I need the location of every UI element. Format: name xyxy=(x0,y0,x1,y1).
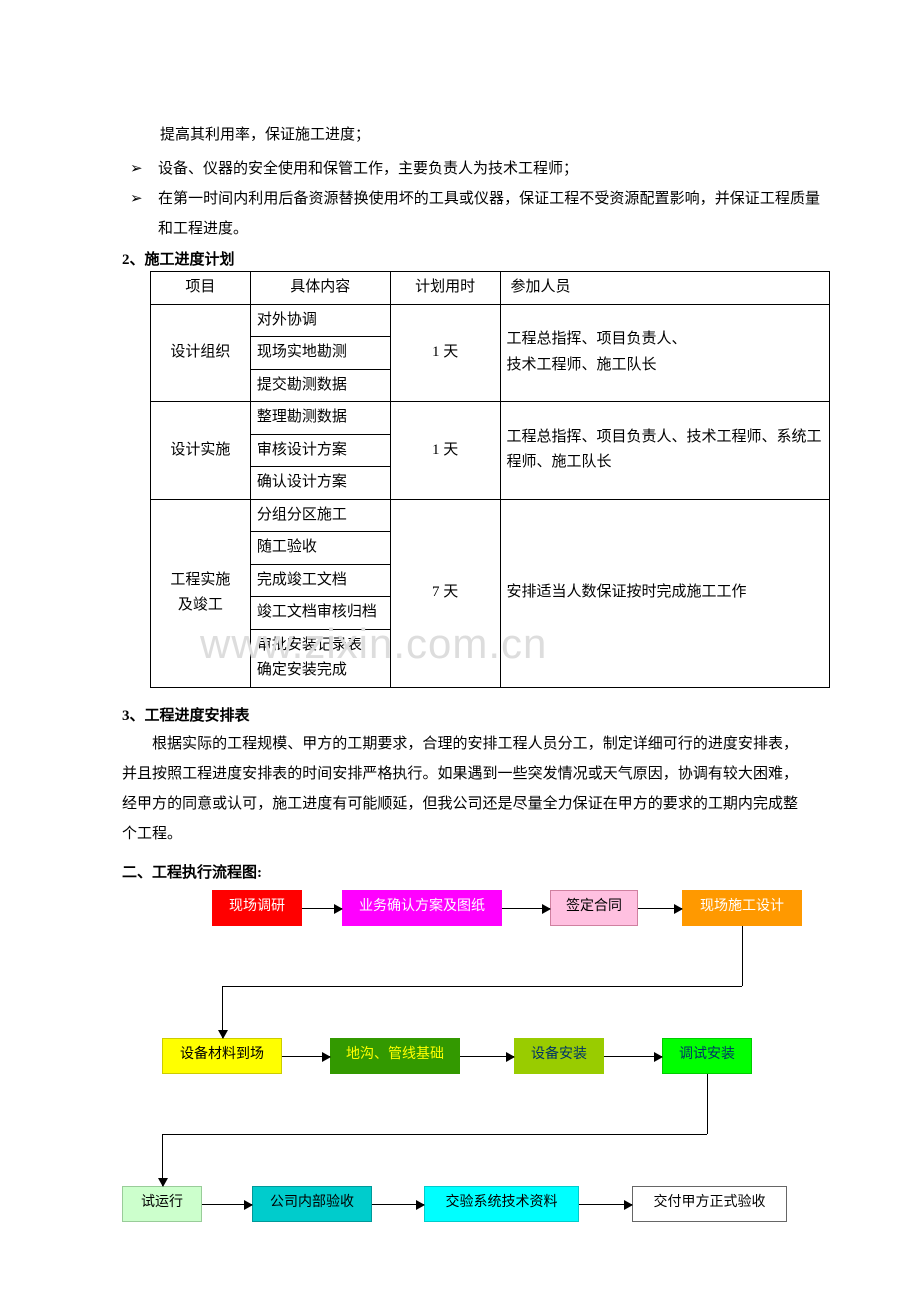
flow-box: 业务确认方案及图纸 xyxy=(342,890,502,926)
flow-box: 交付甲方正式验收 xyxy=(632,1186,787,1222)
flow-box: 签定合同 xyxy=(550,890,638,926)
bullet-item: ➢ 设备、仪器的安全使用和保管工作，主要负责人为技术工程师； xyxy=(100,154,820,184)
table-cell-project: 设计实施 xyxy=(151,402,251,500)
table-row: 工程实施 及竣工 分组分区施工 7 天 安排适当人数保证按时完成施工工作 xyxy=(151,499,830,532)
flow-arrow-icon xyxy=(202,1204,252,1205)
flow-connector xyxy=(222,986,223,1038)
table-row: 设计组织 对外协调 1 天 工程总指挥、项目负责人、 技术工程师、施工队长 xyxy=(151,304,830,337)
table-cell: 提交勘测数据 xyxy=(250,369,390,402)
table-cell-people: 工程总指挥、项目负责人、 技术工程师、施工队长 xyxy=(500,304,830,402)
bullet-arrow-icon: ➢ xyxy=(130,184,143,214)
table-cell: 审核设计方案 xyxy=(250,434,390,467)
flow-connector xyxy=(162,1134,707,1135)
bullet-text: 设备、仪器的安全使用和保管工作，主要负责人为技术工程师； xyxy=(158,161,578,177)
flow-connector xyxy=(222,986,742,987)
heading-schedule: 2、施工进度计划 xyxy=(122,248,820,269)
flow-arrow-icon xyxy=(302,908,342,909)
flow-box: 交验系统技术资料 xyxy=(424,1186,579,1222)
table-header: 项目 xyxy=(151,272,251,305)
table-cell: 审批安装记录表 确定安装完成 xyxy=(250,629,390,687)
table-cell: 确认设计方案 xyxy=(250,467,390,500)
table-cell: 竣工文档审核归档 xyxy=(250,597,390,630)
table-cell-time: 7 天 xyxy=(390,499,500,687)
table-header-row: 项目 具体内容 计划用时 参加人员 xyxy=(151,272,830,305)
flow-arrow-icon xyxy=(579,1204,632,1205)
table-header: 参加人员 xyxy=(500,272,830,305)
table-cell-time: 1 天 xyxy=(390,304,500,402)
table-cell-project: 工程实施 及竣工 xyxy=(151,499,251,687)
flow-box: 设备材料到场 xyxy=(162,1038,282,1074)
table-cell-project: 设计组织 xyxy=(151,304,251,402)
flow-box: 现场施工设计 xyxy=(682,890,802,926)
flow-box: 现场调研 xyxy=(212,890,302,926)
table-cell: 完成竣工文档 xyxy=(250,564,390,597)
flow-box: 设备安装 xyxy=(514,1038,604,1074)
flow-connector xyxy=(742,926,743,986)
intro-paragraph: 提高其利用率，保证施工进度； xyxy=(130,120,820,150)
schedule-table: 项目 具体内容 计划用时 参加人员 设计组织 对外协调 1 天 工程总指挥、项目… xyxy=(150,271,830,688)
flow-arrow-icon xyxy=(372,1204,424,1205)
flow-arrow-icon xyxy=(502,908,550,909)
flow-arrow-icon xyxy=(604,1056,662,1057)
table-cell-people: 安排适当人数保证按时完成施工工作 xyxy=(500,499,830,687)
progress-paragraph: 根据实际的工程规模、甲方的工期要求，合理的安排工程人员分工，制定详细可行的进度安… xyxy=(122,729,798,849)
table-row: 设计实施 整理勘测数据 1 天 工程总指挥、项目负责人、技术工程师、系统工程师、… xyxy=(151,402,830,435)
table-cell: 整理勘测数据 xyxy=(250,402,390,435)
table-cell: 随工验收 xyxy=(250,532,390,565)
flow-arrow-icon xyxy=(638,908,682,909)
flow-arrow-icon xyxy=(282,1056,330,1057)
flowchart: 现场调研 业务确认方案及图纸 签定合同 现场施工设计设备材料到场 地沟、管线基础 设备安装… xyxy=(122,890,882,1270)
flow-connector xyxy=(162,1134,163,1186)
bullet-text: 在第一时间内利用后备资源替换使用坏的工具或仪器，保证工程不受资源配置影响，并保证… xyxy=(158,191,820,237)
table-header: 计划用时 xyxy=(390,272,500,305)
flow-box: 试运行 xyxy=(122,1186,202,1222)
table-header: 具体内容 xyxy=(250,272,390,305)
bullet-arrow-icon: ➢ xyxy=(130,154,143,184)
table-cell: 分组分区施工 xyxy=(250,499,390,532)
flow-connector xyxy=(707,1074,708,1134)
bullet-item: ➢ 在第一时间内利用后备资源替换使用坏的工具或仪器，保证工程不受资源配置影响，并保… xyxy=(100,184,820,244)
table-cell: 对外协调 xyxy=(250,304,390,337)
flow-box: 调试安装 xyxy=(662,1038,752,1074)
bullet-list: ➢ 设备、仪器的安全使用和保管工作，主要负责人为技术工程师； ➢ 在第一时间内利用后… xyxy=(100,154,820,244)
flow-arrow-icon xyxy=(460,1056,514,1057)
flow-box: 公司内部验收 xyxy=(252,1186,372,1222)
heading-flowchart: 二、工程执行流程图: xyxy=(122,861,820,882)
flow-box: 地沟、管线基础 xyxy=(330,1038,460,1074)
heading-progress: 3、工程进度安排表 xyxy=(122,704,820,725)
table-cell-time: 1 天 xyxy=(390,402,500,500)
table-cell-people: 工程总指挥、项目负责人、技术工程师、系统工程师、施工队长 xyxy=(500,402,830,500)
table-cell: 现场实地勘测 xyxy=(250,337,390,370)
